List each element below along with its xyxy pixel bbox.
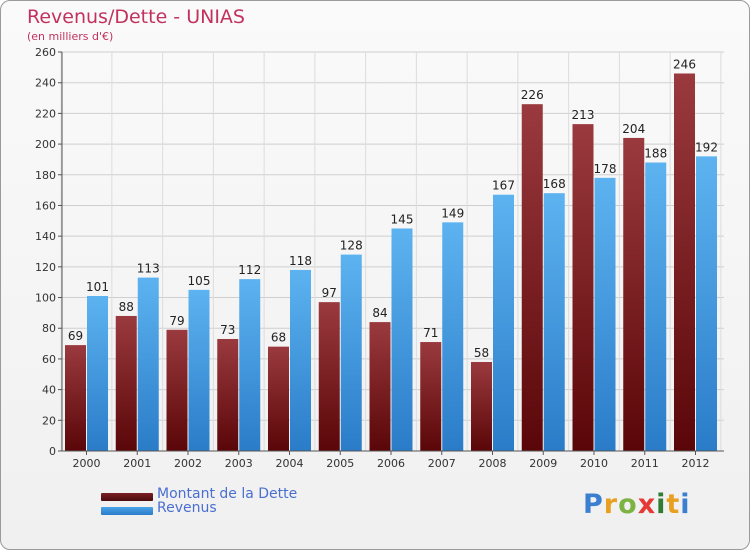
bar-dette bbox=[674, 73, 695, 451]
bar-dette bbox=[521, 104, 543, 451]
y-tick-label: 260 bbox=[35, 46, 56, 59]
data-label: 118 bbox=[289, 254, 312, 268]
data-label: 68 bbox=[271, 331, 286, 345]
data-label: 178 bbox=[594, 162, 617, 176]
data-label: 79 bbox=[169, 314, 184, 328]
logo-letter: i bbox=[656, 489, 667, 520]
x-tick-label: 2011 bbox=[631, 457, 659, 470]
bar-revenus bbox=[239, 279, 261, 451]
legend-label-revenus: Revenus bbox=[157, 500, 217, 516]
y-tick-label: 120 bbox=[35, 261, 56, 274]
logo-letter: i bbox=[680, 489, 691, 520]
data-label: 192 bbox=[695, 140, 718, 154]
bar-dette bbox=[318, 302, 340, 451]
bar-revenus bbox=[340, 254, 362, 451]
data-label: 69 bbox=[68, 329, 83, 343]
bar-revenus bbox=[391, 228, 413, 451]
bar-revenus bbox=[696, 156, 717, 451]
data-label: 128 bbox=[340, 239, 363, 253]
data-label: 204 bbox=[622, 122, 645, 136]
bar-dette bbox=[369, 322, 391, 451]
data-label: 213 bbox=[572, 108, 595, 122]
data-label: 88 bbox=[119, 300, 134, 314]
y-tick-label: 200 bbox=[35, 138, 56, 151]
bar-dette bbox=[268, 346, 289, 451]
bar-revenus bbox=[442, 222, 464, 451]
bar-dette bbox=[420, 342, 442, 451]
data-label: 97 bbox=[322, 286, 337, 300]
data-label: 113 bbox=[137, 262, 160, 276]
bar-revenus bbox=[290, 269, 311, 451]
x-tick-label: 2012 bbox=[682, 457, 710, 470]
y-tick-label: 160 bbox=[35, 199, 56, 212]
logo-letter: t bbox=[666, 489, 681, 520]
bar-revenus bbox=[188, 289, 210, 451]
bar-dette bbox=[623, 137, 645, 451]
y-tick-label: 60 bbox=[42, 353, 56, 366]
bar-revenus bbox=[645, 162, 667, 451]
legend-swatch-revenus bbox=[101, 507, 153, 515]
y-tick-label: 180 bbox=[35, 169, 56, 182]
axes: 0 20 40 60 80 100 120 140 160 180 200 220 240 260 2000… bbox=[35, 46, 724, 470]
x-tick-label: 2002 bbox=[174, 457, 202, 470]
data-label: 73 bbox=[220, 323, 235, 337]
x-tick-label: 2007 bbox=[428, 457, 456, 470]
bar-revenus bbox=[594, 177, 616, 452]
data-label: 101 bbox=[86, 280, 109, 294]
x-tick-label: 2005 bbox=[326, 457, 354, 470]
logo-letter: o bbox=[618, 489, 638, 520]
bar-revenus bbox=[543, 193, 565, 451]
y-tick-label: 40 bbox=[42, 384, 56, 397]
chart-title: Revenus/Dette - UNIAS bbox=[27, 6, 245, 28]
bar-dette bbox=[572, 124, 594, 451]
data-label: 145 bbox=[391, 212, 414, 226]
x-tick-label: 2006 bbox=[377, 457, 405, 470]
y-tick-label: 220 bbox=[35, 107, 56, 120]
bars: 69 101 88 113 79 105 73 112 68 118 97 128 84 145 71 149… bbox=[65, 57, 718, 452]
x-tick-label: 2001 bbox=[123, 457, 151, 470]
logo-letter: x bbox=[637, 489, 657, 520]
bar-revenus bbox=[87, 296, 108, 451]
data-label: 58 bbox=[474, 346, 489, 360]
y-tick-label: 140 bbox=[35, 230, 56, 243]
y-tick-label: 20 bbox=[42, 414, 56, 427]
y-tick-label: 0 bbox=[49, 445, 56, 458]
data-label: 226 bbox=[521, 88, 544, 102]
x-tick-label: 2009 bbox=[529, 457, 557, 470]
data-label: 71 bbox=[423, 326, 438, 340]
bar-dette bbox=[166, 329, 188, 451]
bar-revenus bbox=[493, 194, 514, 451]
legend-swatch-dette bbox=[101, 493, 153, 501]
x-tick-label: 2000 bbox=[73, 457, 101, 470]
y-tick-label: 80 bbox=[42, 322, 56, 335]
y-tick-label: 100 bbox=[35, 292, 56, 305]
x-tick-label: 2010 bbox=[580, 457, 608, 470]
data-label: 188 bbox=[644, 146, 667, 160]
bar-dette bbox=[65, 345, 86, 451]
data-label: 105 bbox=[188, 274, 211, 288]
data-label: 149 bbox=[441, 206, 464, 220]
data-label: 112 bbox=[238, 263, 261, 277]
legend-label-dette: Montant de la Dette bbox=[157, 486, 298, 502]
x-tick-label: 2008 bbox=[479, 457, 507, 470]
data-label: 84 bbox=[372, 306, 387, 320]
data-label: 246 bbox=[673, 57, 696, 71]
proxiti-logo: Proxiti bbox=[583, 489, 691, 520]
logo-letter: r bbox=[603, 489, 619, 520]
bar-dette bbox=[217, 338, 239, 451]
bar-dette bbox=[115, 315, 137, 451]
data-label: 167 bbox=[492, 179, 515, 193]
bar-revenus bbox=[137, 277, 159, 451]
data-label: 168 bbox=[543, 177, 566, 191]
y-tick-label: 240 bbox=[35, 77, 56, 90]
x-tick-label: 2004 bbox=[276, 457, 304, 470]
bar-dette bbox=[471, 361, 492, 451]
logo-letter: P bbox=[583, 489, 604, 520]
chart-subtitle: (en milliers d'€) bbox=[27, 30, 114, 43]
x-tick-label: 2003 bbox=[225, 457, 253, 470]
